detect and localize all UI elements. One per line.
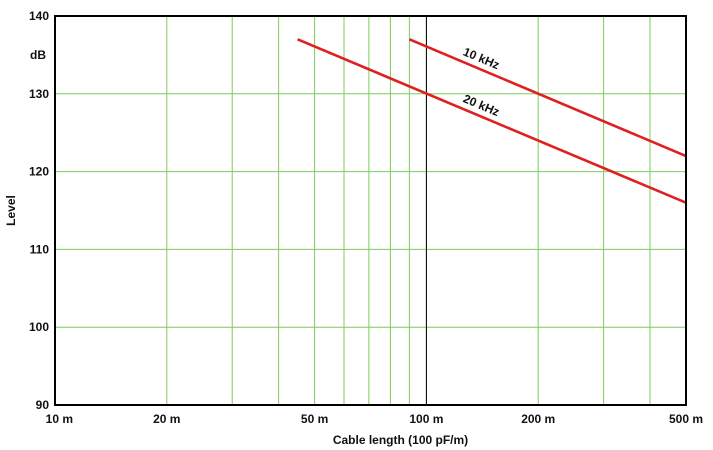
- y-unit-label: dB: [30, 48, 46, 62]
- series-line-20-khz: [297, 38, 687, 204]
- x-tick-label-100-m: 100 m: [409, 412, 443, 426]
- series-label-20-khz: 20 kHz: [461, 92, 501, 120]
- y-tick-label-90: 90: [36, 398, 50, 412]
- y-tick-label-100: 100: [29, 320, 49, 334]
- y-tick-label-120: 120: [29, 165, 49, 179]
- series-label-10-khz: 10 kHz: [461, 45, 501, 73]
- x-tick-label-20-m: 20 m: [153, 412, 180, 426]
- x-axis-title: Cable length (100 pF/m): [333, 433, 468, 447]
- y-axis-title: Level: [4, 195, 18, 226]
- frame-layer: [54, 15, 687, 406]
- y-tick-label-140: 140: [29, 9, 49, 23]
- label-layer: 90 100 110 120 130 140 10 m 20 m 50 m 100 m 200 m 5…: [4, 9, 703, 447]
- x-tick-label-500-m: 500 m: [669, 412, 703, 426]
- grid-layer: [54, 15, 687, 406]
- y-tick-label-110: 110: [30, 242, 50, 256]
- y-tick-label-130: 130: [29, 87, 49, 101]
- plot-frame: [54, 15, 687, 406]
- series-layer: [297, 38, 687, 204]
- x-tick-label-10-m: 10 m: [46, 412, 73, 426]
- x-tick-label-200-m: 200 m: [521, 412, 555, 426]
- x-tick-label-50-m: 50 m: [301, 412, 328, 426]
- series-line-10-khz: [408, 38, 687, 158]
